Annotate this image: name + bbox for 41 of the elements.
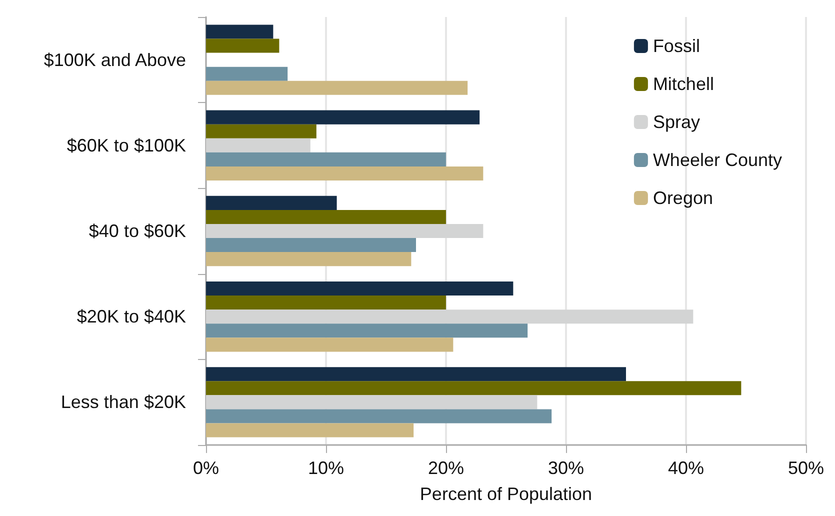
- bar: [206, 252, 412, 266]
- legend-label: Fossil: [652, 36, 700, 56]
- bar: [206, 282, 514, 296]
- x-tick-label: 0%: [192, 458, 220, 478]
- bar: [206, 66, 288, 81]
- legend-label: Mitchell: [652, 74, 714, 94]
- bar: [206, 224, 484, 238]
- bar: [206, 310, 694, 324]
- bar: [206, 166, 484, 180]
- bar: [206, 381, 742, 396]
- y-tick-label: $20K to $40K: [76, 306, 186, 327]
- bar: [206, 367, 626, 382]
- x-axis-title: Percent of Population: [420, 484, 592, 504]
- x-tick-label: 50%: [788, 458, 824, 478]
- bar: [206, 395, 538, 410]
- bar: [206, 110, 480, 124]
- x-tick-label: 30%: [548, 458, 584, 478]
- x-tick-label: 40%: [668, 458, 704, 478]
- y-tick-label: Less than $20K: [60, 392, 186, 412]
- y-tick-label: $60K to $100K: [66, 135, 186, 156]
- bar: [206, 324, 528, 338]
- bar: [206, 196, 337, 210]
- legend-label: Oregon: [652, 188, 713, 208]
- bar: [206, 24, 274, 39]
- bar: [206, 124, 316, 138]
- bar: [206, 296, 446, 310]
- y-tick-label: $100K and Above: [44, 50, 186, 70]
- legend-label: Wheeler County: [652, 150, 782, 170]
- bar: [206, 138, 310, 152]
- y-tick-label: $40 to $60K: [88, 221, 186, 241]
- bar: [206, 423, 414, 438]
- legend-label: Spray: [652, 112, 700, 132]
- bar: [206, 152, 446, 166]
- bar: [206, 238, 416, 252]
- bar: [206, 409, 552, 424]
- bar: [206, 38, 280, 53]
- x-tick-label: 10%: [308, 458, 344, 478]
- bar: [206, 80, 468, 95]
- x-tick-label: 20%: [428, 458, 464, 478]
- bar: [206, 210, 446, 224]
- bar: [206, 338, 454, 352]
